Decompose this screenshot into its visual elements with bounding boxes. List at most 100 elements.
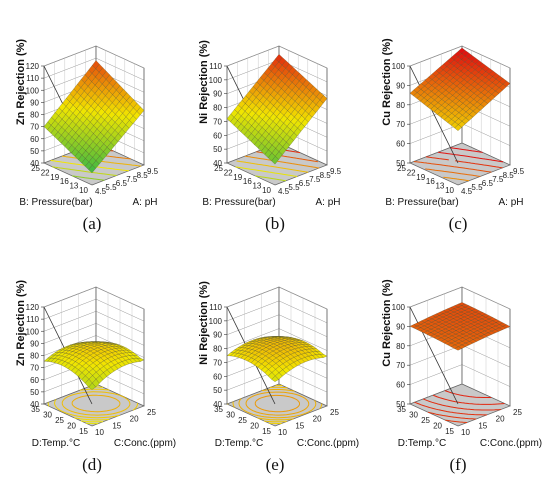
y-tick-label: 19 [416,173,425,182]
z-tick-label: 120 [26,62,40,71]
z-tick-label: 90 [396,81,405,90]
panel-label: (a) [83,214,102,233]
x-tick-label: 5.5 [105,183,117,192]
x-axis-title: C:Conc.(ppm) [297,438,359,449]
z-axis-title: Cu Rejection (%) [381,38,393,126]
contour-line [71,394,121,413]
panel-label: (c) [449,214,468,233]
surface-cell [454,346,462,351]
z-tick-label: 110 [209,62,222,71]
x-tick-label: 4.5 [278,187,290,196]
x-tick-label: 8.5 [137,171,149,180]
z-tick-label: 110 [26,74,39,83]
surface-mesh [226,336,328,382]
x-tick-label: 9.5 [513,167,525,176]
contour-lines [414,390,505,423]
chart-panel: 40 50 60 70 80 90 100 110 10 15 20 25 15 20 25 30 35 C:Co… [183,241,366,481]
x-tick-label: 10 [278,428,287,437]
chart-panel: 40 50 60 70 80 90 100 110 120 10 15 20 25 15 20 25 30 35 C… [0,241,183,481]
z-tick-label: 70 [213,358,222,367]
contour-line [449,147,483,153]
z-axis-title: Zn Rejection (%) [15,39,27,126]
contour-line [445,419,467,423]
x-axis-title: A: pH [498,197,523,208]
y-axis-title: B: Pressure(bar) [385,197,458,208]
y-tick-label: 19 [233,173,242,182]
x-tick-label: 8.5 [320,171,332,180]
x-axis-title: A: pH [315,197,340,208]
z-tick-label: 80 [30,352,39,361]
y-tick-label: 35 [397,405,406,414]
y-tick-label: 35 [31,405,40,414]
z-tick-label: 60 [213,131,222,140]
surface-cell [271,156,279,165]
y-tick-label: 35 [214,405,223,414]
z-tick-label: 120 [26,303,40,312]
contour-line [437,151,504,163]
z-tick-label: 90 [213,90,222,99]
z-tick-label: 60 [30,376,39,385]
y-tick-label: 16 [426,177,435,186]
y-tick-label: 25 [55,416,64,425]
z-axis-title: Cu Rejection (%) [381,279,393,367]
surface-plot: 5060708090100101520251520253035C:Conc.(p… [381,279,542,474]
y-axis-title: B: Pressure(bar) [202,197,275,208]
x-tick-label: 6.5 [482,179,494,188]
x-tick-label: 4.5 [461,187,473,196]
z-tick-label: 60 [396,140,405,149]
panel-label: (d) [82,455,102,474]
z-tick-label: 90 [30,98,39,107]
y-tick-label: 20 [250,422,259,431]
y-tick-label: 22 [41,168,50,177]
surface-cell [88,382,96,390]
x-tick-label: 7.5 [126,175,138,184]
z-axis-title: Ni Rejection (%) [198,40,210,124]
y-tick-label: 30 [43,411,52,420]
surface-mesh [226,54,328,165]
y-tick-label: 10 [445,186,454,195]
contour-line [235,166,298,177]
x-tick-label: 20 [130,415,139,424]
x-axis-title: C:Conc.(ppm) [480,438,542,449]
contour-line [245,391,310,416]
z-tick-label: 40 [213,400,222,409]
z-axis-title: Zn Rejection (%) [15,280,27,367]
z-axis-line [409,65,459,164]
x-axis-title: C:Conc.(ppm) [114,438,176,449]
z-tick-label: 70 [396,120,405,129]
x-tick-label: 7.5 [492,175,504,184]
z-tick-label: 90 [30,339,39,348]
contour-line [427,411,477,420]
z-tick-label: 50 [396,400,405,409]
z-tick-label: 100 [209,76,223,85]
y-tick-label: 20 [67,422,76,431]
z-tick-label: 100 [26,327,40,336]
panel-label: (e) [266,455,285,474]
z-tick-label: 60 [396,381,405,390]
contour-line [425,156,503,169]
x-tick-label: 9.5 [330,167,342,176]
contour-line [227,384,287,423]
z-tick-label: 50 [213,386,222,395]
x-tick-label: 20 [496,415,505,424]
z-tick-label: 70 [30,123,39,132]
surface-plot: 40 50 60 70 80 90 100 110 120 4.5 5.5 6.5 7.5 8.5 9.5 1… [15,39,159,233]
x-tick-label: 5.5 [471,183,483,192]
z-tick-label: 100 [392,303,406,312]
y-tick-label: 16 [243,177,252,186]
y-tick-label: 13 [252,182,261,191]
x-tick-label: 5.5 [288,183,300,192]
z-tick-label: 80 [396,101,405,110]
y-tick-label: 25 [238,416,247,425]
y-tick-label: 22 [224,168,233,177]
x-tick-label: 25 [330,408,339,417]
contour-line [254,394,300,413]
contour-line [80,384,104,423]
y-tick-label: 25 [421,416,430,425]
surface-plot: 405060708090100110120101520251520253035C… [15,280,176,474]
y-tick-label: 22 [407,168,416,177]
y-axis-title: D:Temp.°C [398,438,446,449]
panel-label: (b) [265,214,285,233]
